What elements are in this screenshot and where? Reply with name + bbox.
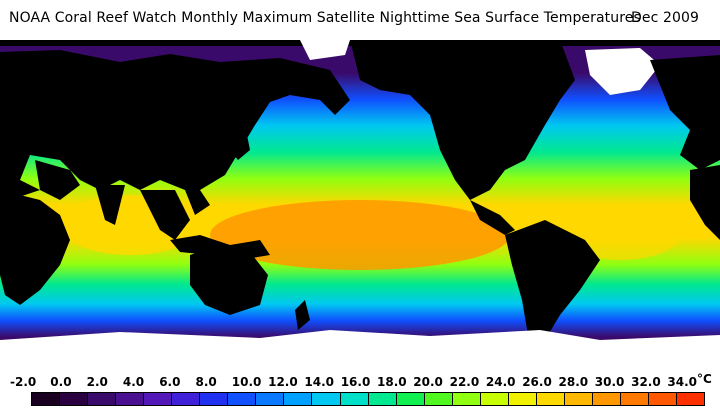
legend-tick-label: 24.0 [485,375,516,389]
legend-tick-label: 28.0 [558,375,589,389]
date-label: Dec 2009 [631,10,699,26]
legend-swatch [592,393,621,405]
legend-swatch [60,393,89,405]
sst-map [0,40,720,370]
legend-swatch [620,393,650,405]
legend-swatch [508,393,537,405]
legend-tick-label: 8.0 [195,375,217,389]
arabia-land [35,160,80,200]
legend-swatch [452,393,481,405]
greenland-land [585,48,660,95]
legend-swatch [228,393,257,405]
legend-swatch [649,393,678,405]
arctic-edge [0,40,720,46]
legend-swatch [396,393,425,405]
legend-tick-label: 14.0 [304,375,334,389]
north-america-land [350,40,575,200]
legend-swatch [32,393,61,405]
legend-swatch [368,393,397,405]
legend-tick-label: 4.0 [122,375,145,389]
legend-swatch [564,393,593,405]
legend-tick-label: 26.0 [522,375,552,389]
west-africa-land [690,165,720,240]
central-america-land [470,200,515,235]
legend-tick-label: 2.0 [86,375,108,389]
legend-swatch [144,393,173,405]
legend-tick-label: 30.0 [594,375,625,389]
legend-swatch [480,393,509,405]
legend-swatch [284,393,313,405]
legend-tick-label: 16.0 [340,375,371,389]
legend-swatch [88,393,117,405]
arctic-ice [300,40,350,60]
africa-land [0,190,70,305]
legend-tick-label: 0.0 [50,375,72,389]
legend-swatch [536,393,565,405]
legend-tick-label: 10.0 [231,375,262,389]
legend-tick-label: 22.0 [449,375,480,389]
legend-swatch [172,393,201,405]
legend-swatch [116,393,145,405]
legend-swatch [256,393,285,405]
eurasia-land [0,50,350,215]
south-america-land [505,220,600,355]
sst-map-svg [0,40,720,370]
new-zealand-land [295,300,310,330]
west-pacific-warm-pool [210,200,510,270]
legend-swatch [677,393,705,405]
legend-tick-label: 12.0 [268,375,298,389]
legend-tick-label: 34.0 [667,375,697,389]
japan-land [228,125,250,160]
southeast-asia-land [140,190,190,240]
legend-tick-label: 20.0 [413,375,443,389]
australia-land [190,245,268,315]
legend-tick-label: -2.0 [10,375,37,389]
legend-swatch [340,393,369,405]
legend-unit: °C [697,372,712,386]
europe-land [650,55,720,170]
india-land [95,185,125,225]
antarctica-land [0,330,720,370]
legend-swatch [424,393,453,405]
legend-tick-labels: -2.0 0.0 2.0 4.0 6.0 8.0 10.0 12.0 14.0 16.0 18.0 2… [0,375,720,391]
legend-swatch [312,393,341,405]
legend-tick-label: 18.0 [377,375,407,389]
legend-tick-label: 6.0 [159,375,181,389]
legend-swatch [200,393,229,405]
legend-tick-label: 32.0 [631,375,661,389]
title-text: NOAA Coral Reef Watch Monthly Maximum Sa… [9,10,641,26]
map-title: NOAA Coral Reef Watch Monthly Maximum Sa… [0,10,720,32]
color-legend-bar [31,392,705,406]
